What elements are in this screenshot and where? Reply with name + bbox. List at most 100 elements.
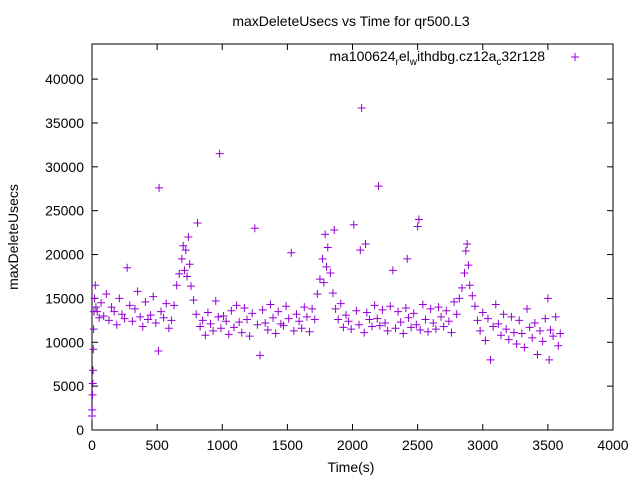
data-point	[450, 297, 459, 306]
data-point	[146, 311, 155, 320]
data-point	[123, 263, 132, 272]
data-point	[339, 323, 348, 332]
data-point	[368, 322, 377, 331]
data-point	[556, 329, 565, 338]
data-point	[330, 225, 339, 234]
data-point	[541, 314, 550, 323]
data-point	[144, 315, 153, 324]
y-tick-label: 0	[76, 422, 84, 438]
y-tick-label: 40000	[45, 71, 84, 87]
data-point	[504, 335, 513, 344]
y-tick-label: 5000	[53, 378, 84, 394]
data-point	[179, 241, 188, 250]
data-point	[162, 299, 171, 308]
data-point	[89, 345, 98, 354]
data-point	[274, 307, 283, 316]
data-point	[120, 314, 129, 323]
data-point	[136, 312, 145, 321]
data-point	[89, 366, 98, 375]
data-point	[184, 233, 193, 241]
data-point	[476, 326, 485, 335]
x-axis-label: Time(s)	[328, 459, 375, 475]
chart-title: maxDeleteUsecs vs Time for qr500.L3	[232, 13, 470, 29]
data-point	[523, 304, 532, 313]
data-point	[141, 297, 150, 306]
data-point	[517, 329, 526, 338]
data-point	[452, 310, 461, 319]
data-point	[89, 325, 98, 334]
data-point	[334, 315, 343, 324]
data-point	[232, 301, 241, 310]
data-point	[538, 337, 547, 346]
data-point	[442, 306, 451, 315]
data-point	[457, 283, 466, 292]
y-tick-label: 15000	[45, 290, 84, 306]
data-point	[292, 310, 301, 319]
data-point	[378, 305, 387, 314]
data-point	[95, 313, 104, 322]
legend-marker	[571, 53, 579, 61]
data-point	[536, 326, 545, 335]
data-point	[468, 291, 477, 300]
data-point	[381, 318, 390, 327]
data-point	[203, 308, 212, 317]
data-point	[193, 218, 202, 227]
data-point	[215, 149, 224, 158]
data-point	[412, 320, 421, 329]
data-point	[300, 303, 309, 312]
data-point	[375, 321, 384, 330]
data-point	[302, 312, 311, 321]
data-point	[528, 333, 537, 342]
data-point	[164, 324, 173, 333]
data-point	[130, 304, 139, 313]
data-point	[431, 325, 440, 334]
data-point	[263, 325, 272, 334]
data-point	[349, 220, 358, 229]
data-point	[465, 281, 474, 290]
data-point	[319, 278, 328, 287]
data-point	[295, 317, 304, 326]
data-point	[496, 331, 505, 340]
data-point	[437, 312, 446, 321]
x-tick-label: 1000	[207, 437, 238, 453]
x-tick-label: 0	[88, 437, 96, 453]
data-point	[489, 322, 498, 331]
x-tick-label: 2000	[337, 437, 368, 453]
data-point	[189, 296, 198, 305]
data-point	[326, 268, 335, 277]
data-point	[258, 305, 267, 314]
data-point	[117, 310, 126, 319]
data-point	[344, 317, 353, 326]
data-point	[373, 314, 382, 323]
data-point	[310, 315, 319, 324]
data-point	[214, 312, 223, 321]
y-tick-label: 10000	[45, 334, 84, 350]
data-point	[321, 230, 330, 239]
data-point	[418, 300, 427, 309]
x-tick-label: 3000	[467, 437, 498, 453]
x-tick-label: 2500	[402, 437, 433, 453]
data-point	[455, 294, 464, 303]
y-tick-label: 30000	[45, 159, 84, 175]
data-point	[289, 326, 298, 335]
data-point	[198, 316, 207, 325]
data-point	[365, 315, 374, 324]
data-point	[107, 303, 116, 312]
data-point	[525, 323, 534, 332]
data-point	[318, 254, 327, 263]
data-point	[551, 312, 560, 321]
data-point	[185, 260, 194, 269]
legend: ma100624relwithdbg.cz12ac32r128	[329, 48, 579, 68]
data-point	[88, 390, 97, 399]
data-point	[99, 311, 108, 320]
data-point	[512, 340, 521, 349]
data-point	[222, 317, 231, 326]
data-point	[470, 302, 479, 311]
data-point	[227, 306, 236, 315]
data-point	[357, 104, 366, 113]
data-point	[502, 325, 511, 334]
data-point	[336, 299, 345, 308]
data-point	[341, 311, 350, 320]
data-point	[409, 309, 418, 318]
data-point	[399, 329, 408, 338]
